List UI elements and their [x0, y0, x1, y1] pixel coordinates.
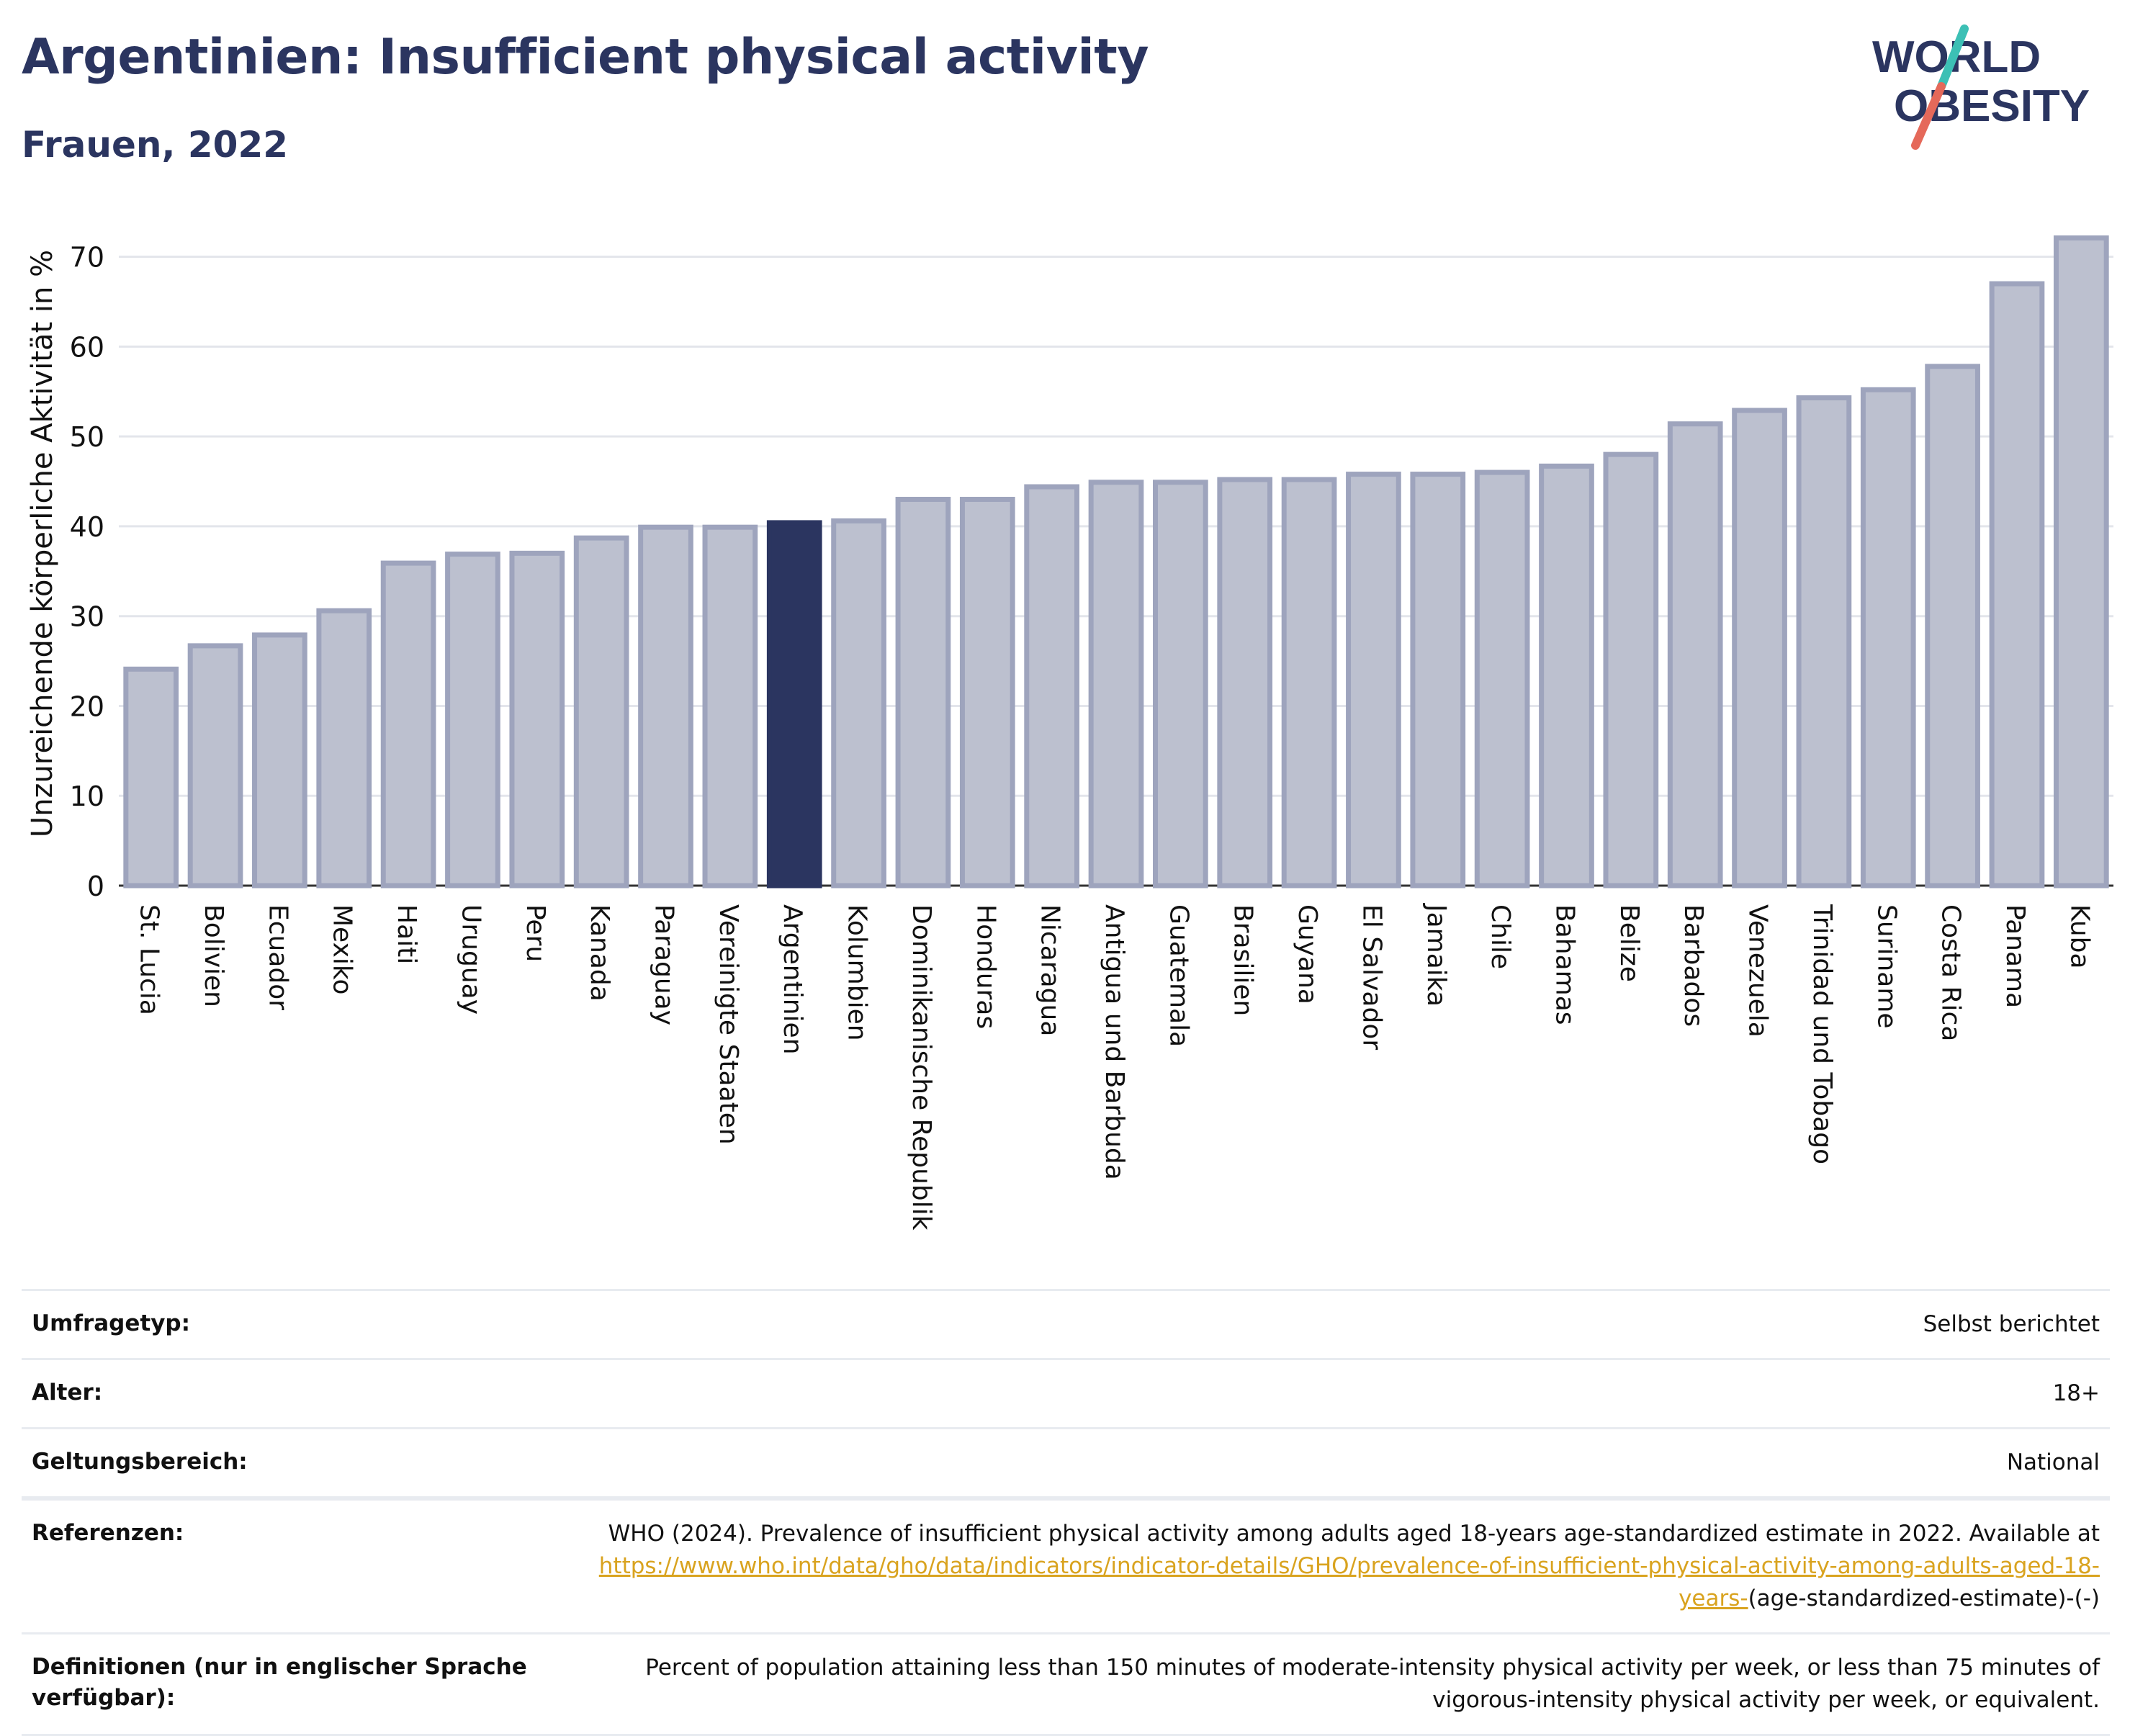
x-tick-label: Paraguay: [650, 904, 679, 1025]
x-tick-label: Antigua und Barbuda: [1100, 904, 1129, 1180]
x-tick-label: Panama: [2000, 904, 2030, 1008]
x-tick-label: Vereinigte Staaten: [714, 904, 743, 1145]
bar: [1474, 469, 1530, 889]
y-axis-label: Unzureichende körperliche Aktivität in %: [26, 250, 59, 837]
x-tick-label: Bolivien: [199, 904, 228, 1007]
page-subtitle: Frauen, 2022: [22, 124, 289, 166]
x-tick-label: El Salvador: [1357, 904, 1386, 1050]
y-tick-label: 40: [70, 511, 104, 543]
x-tick-label: Nicaragua: [1035, 904, 1065, 1036]
x-tick-label: Brasilien: [1228, 904, 1258, 1016]
x-tick-label: Peru: [521, 904, 550, 962]
bar: [1732, 408, 1787, 889]
x-tick-label: Kuba: [2064, 904, 2094, 969]
bar: [380, 560, 436, 889]
references-suffix: (age-standardized-estimate)-(-): [1748, 1585, 2100, 1611]
y-tick-label: 0: [87, 871, 104, 902]
bar: [895, 497, 951, 889]
bar: [1153, 480, 1208, 889]
bar: [1925, 364, 1980, 889]
bar-chart: 0 10 20 30 40 50 60 70 Unzureichende körperlich…: [26, 235, 2113, 1231]
info-row: Alter: 18+: [22, 1357, 2110, 1427]
x-tick-label: Mexiko: [328, 904, 357, 994]
bar: [1410, 472, 1466, 889]
bar: [252, 632, 307, 889]
definitions-value: Percent of population attaining less tha…: [645, 1654, 2100, 1713]
definitions-label: Definitionen (nur in englischer Sprache …: [32, 1653, 527, 1712]
bar: [1603, 451, 1659, 889]
bar: [187, 643, 243, 889]
y-tick-label: 70: [70, 242, 104, 274]
x-tick-labels: St. Lucia Bolivien Ecuador Mexiko Haiti Urugu…: [135, 903, 2095, 1231]
info-row: Umfragetyp: Selbst berichtet: [22, 1289, 2110, 1358]
bar: [445, 552, 500, 889]
page-title: Argentinien: Insufficient physical activ…: [22, 29, 1149, 86]
bar: [638, 524, 693, 889]
x-tick-label: Venezuela: [1743, 904, 1773, 1038]
info-table: Umfragetyp: Selbst berichtet Alter: 18+ Gelt…: [22, 1289, 2110, 1736]
x-tick-label: Kolumbien: [842, 904, 872, 1041]
bar: [1024, 484, 1079, 889]
bar: [1796, 395, 1852, 889]
bar: [1667, 421, 1723, 889]
bar: [1088, 480, 1144, 889]
x-tick-label: Guyana: [1293, 904, 1322, 1004]
logo-slash-red: [1911, 82, 1946, 150]
logo-slash-teal: [1937, 24, 1969, 91]
bar: [959, 497, 1015, 889]
x-tick-label: Chile: [1486, 904, 1515, 969]
x-tick-label: Costa Rica: [1936, 904, 1966, 1041]
x-tick-label: Jamaika: [1421, 903, 1451, 1007]
x-tick-label: Barbados: [1679, 904, 1708, 1027]
x-tick-label: Trinidad und Tobago: [1807, 904, 1837, 1164]
bar: [831, 518, 886, 889]
bar: [1860, 387, 1916, 889]
x-tick-label: Bahamas: [1550, 904, 1579, 1025]
x-tick-label: Dominikanische Republik: [907, 904, 936, 1231]
info-row-definitions: Definitionen (nur in englischer Sprache …: [22, 1632, 2110, 1736]
bar-highlight: [766, 520, 822, 889]
x-tick-label: Honduras: [971, 904, 1000, 1029]
bar: [2053, 235, 2109, 889]
bar: [1989, 281, 2045, 889]
x-tick-label: Guatemala: [1164, 904, 1193, 1047]
info-row-label: Alter:: [32, 1379, 103, 1406]
bar: [1346, 472, 1401, 889]
info-row-value: National: [2006, 1449, 2100, 1475]
bar: [1539, 463, 1594, 889]
y-tick-label: 20: [70, 691, 104, 722]
info-row-references: Referenzen: WHO (2024). Prevalence of in…: [22, 1498, 2110, 1632]
world-obesity-logo: WORLD OBESITY: [1872, 24, 2090, 150]
references-value: WHO (2024). Prevalence of insufficient p…: [552, 1518, 2100, 1615]
bar: [123, 666, 179, 889]
y-tick-label: 10: [70, 781, 104, 812]
references-link[interactable]: https://www.who.int/data/gho/data/indica…: [598, 1552, 2100, 1611]
info-row-label: Umfragetyp:: [32, 1310, 190, 1336]
y-tick-label: 60: [70, 331, 104, 363]
x-tick-label: Argentinien: [778, 904, 807, 1055]
info-row-value: Selbst berichtet: [1923, 1311, 2100, 1337]
info-row-value: 18+: [2052, 1380, 2100, 1406]
bar: [316, 608, 372, 889]
y-tick-label: 50: [70, 421, 104, 453]
y-axis: 0 10 20 30 40 50 60 70: [70, 242, 104, 902]
x-tick-label: Kanada: [585, 904, 614, 1002]
bar: [509, 550, 565, 889]
bar: [573, 535, 629, 889]
x-tick-label: Ecuador: [263, 904, 292, 1010]
x-tick-label: Uruguay: [456, 904, 485, 1015]
x-tick-label: Haiti: [392, 904, 421, 964]
bar: [1217, 477, 1273, 889]
references-text: WHO (2024). Prevalence of insufficient p…: [608, 1520, 2100, 1547]
y-tick-label: 30: [70, 601, 104, 633]
x-tick-label: Suriname: [1871, 904, 1901, 1029]
bar: [1281, 477, 1337, 889]
references-label: Referenzen:: [32, 1519, 184, 1546]
info-row-label: Geltungsbereich:: [32, 1448, 248, 1475]
bars: [123, 235, 2109, 889]
x-tick-label: St. Lucia: [135, 904, 164, 1015]
bar: [702, 524, 758, 889]
x-tick-label: Belize: [1614, 904, 1644, 982]
info-row: Geltungsbereich: National: [22, 1426, 2110, 1498]
